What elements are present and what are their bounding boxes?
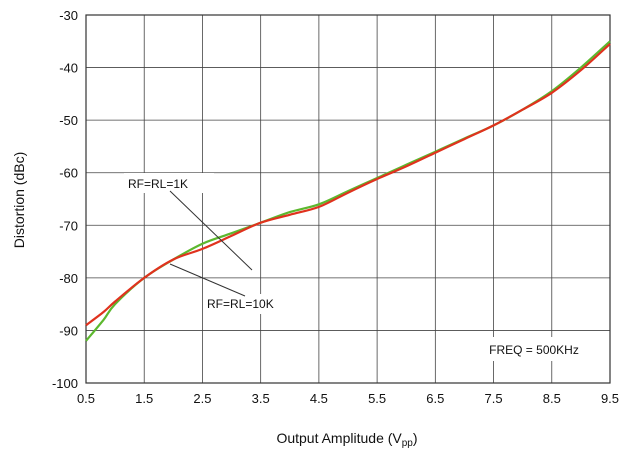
annotation-1k: RF=RL=1K (124, 173, 253, 271)
x-axis-ticks: 0.5 1.5 2.5 3.5 4.5 5.5 6.5 7.5 8.5 9.5 (77, 391, 619, 406)
annotation-freq-label: FREQ = 500KHz (489, 343, 579, 357)
annotation-freq-box (472, 337, 594, 361)
annotation-10k-label: RF=RL=10K (207, 297, 274, 311)
x-tick-label: 6.5 (426, 391, 444, 406)
x-tick-label: 7.5 (485, 391, 503, 406)
y-axis-ticks: -100 -90 -80 -70 -60 -50 -40 -30 (52, 8, 78, 391)
x-tick-label: 9.5 (601, 391, 619, 406)
x-tick-label: 5.5 (368, 391, 386, 406)
annotation-10k-box (203, 294, 287, 314)
series-lines (85, 40, 611, 342)
x-tick-label: 3.5 (252, 391, 270, 406)
x-tick-label: 2.5 (193, 391, 211, 406)
y-axis-title: Distortion (dBc) (11, 152, 27, 248)
annotation-10k-leader (169, 263, 246, 297)
y-tick-label: -70 (59, 218, 78, 233)
series-line-10k (85, 43, 611, 327)
y-tick-label: -30 (59, 8, 78, 23)
annotation-1k-label: RF=RL=1K (128, 177, 188, 191)
annotation-1k-leader (169, 190, 253, 271)
x-tick-label: 4.5 (310, 391, 328, 406)
x-tick-label: 0.5 (77, 391, 95, 406)
y-tick-label: -60 (59, 166, 78, 181)
y-tick-label: -90 (59, 323, 78, 338)
y-tick-label: -80 (59, 271, 78, 286)
annotation-1k-box (124, 173, 214, 193)
annotation-freq: FREQ = 500KHz (472, 337, 594, 361)
plot-frame (85, 14, 611, 384)
y-tick-label: -40 (59, 61, 78, 76)
x-tick-label: 8.5 (543, 391, 561, 406)
x-axis-title: Output Amplitude (Vpp) (276, 430, 417, 449)
annotation-10k: RF=RL=10K (169, 263, 287, 314)
x-tick-label: 1.5 (135, 391, 153, 406)
y-tick-label: -100 (52, 376, 78, 391)
y-tick-label: -50 (59, 113, 78, 128)
